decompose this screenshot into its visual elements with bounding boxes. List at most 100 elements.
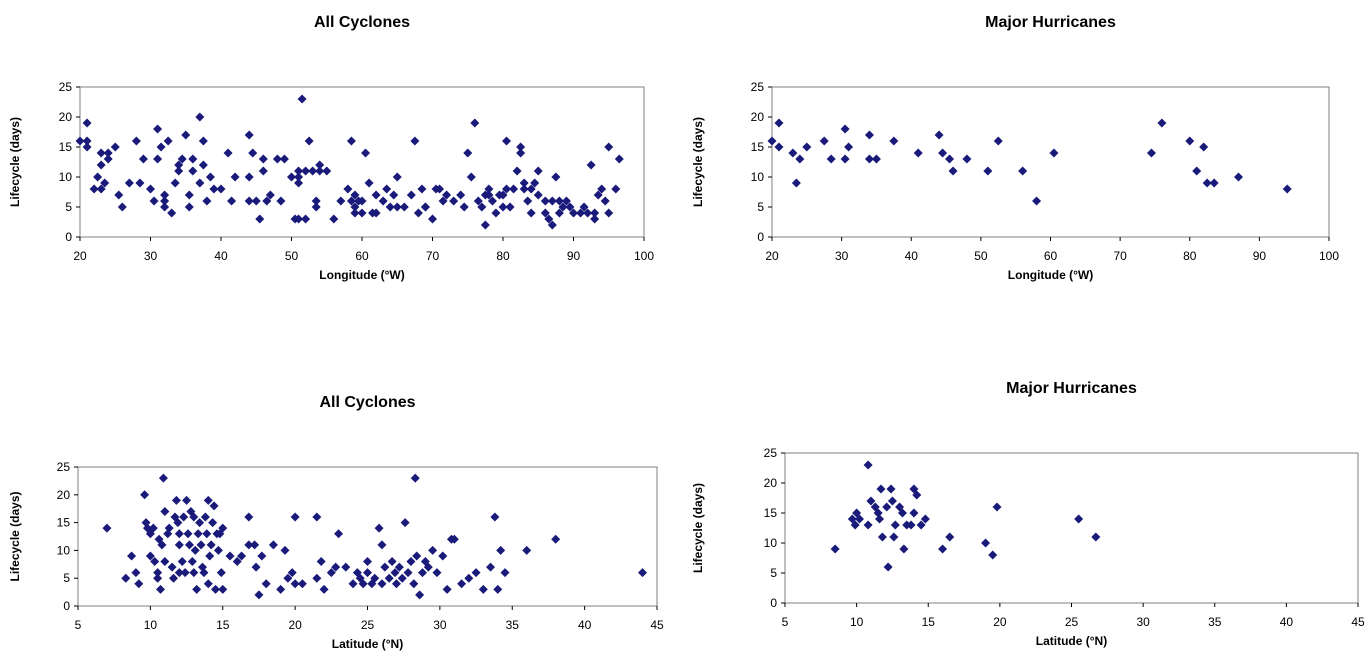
chart-latitude-all-cyclones: All Cyclones 0 5 10 15 20 25 5 10 15 20 25 30 35 40 45 L… [0,333,683,667]
data-point [371,208,381,218]
data-point [863,460,873,470]
data-point [569,208,578,218]
data-point [551,534,561,544]
data-point [145,551,155,561]
x-tick-label: 100 [634,249,654,263]
data-point [211,584,221,594]
data-point [1049,148,1059,158]
data-point [491,208,501,218]
data-point [463,148,473,158]
data-point [544,214,554,224]
data-point [512,166,522,176]
x-axis-label: Longitude (°W) [319,268,404,282]
data-point [435,184,445,194]
data-point [428,214,437,224]
data-point [209,501,219,511]
data-point [134,579,144,589]
y-tick-label: 5 [63,571,70,585]
x-tick-label: 5 [782,615,789,629]
data-point [767,136,777,146]
x-tick-label: 30 [835,249,849,263]
data-point [160,557,170,567]
data-point [227,196,237,206]
x-tick-label: 10 [850,615,864,629]
data-point [1282,184,1292,194]
data-point [945,154,955,164]
data-point [611,184,621,194]
data-point [854,514,864,524]
data-point [93,172,103,182]
data-point [174,529,184,539]
y-tick-label: 10 [59,170,73,184]
data-point [301,166,311,176]
data-point [487,196,497,206]
data-point [533,166,543,176]
data-point [316,557,326,567]
data-point [203,495,213,505]
data-point [502,136,512,146]
data-point [449,534,459,544]
data-point [993,136,1003,146]
x-tick-label: 5 [75,618,82,632]
data-point [1146,148,1156,158]
data-point [276,196,286,206]
data-point [1185,136,1195,146]
y-tick-label: 0 [63,599,70,613]
data-point [477,202,487,212]
data-point [216,184,226,194]
data-point [156,142,166,152]
data-point [188,154,198,164]
data-point [1091,532,1101,542]
data-point [261,579,271,589]
data-point [312,573,322,583]
y-tick-label: 15 [764,506,778,520]
data-point [378,196,388,206]
data-point [498,202,508,212]
data-point [533,190,543,200]
data-point [883,562,893,572]
data-point [184,202,194,212]
data-point [471,568,481,578]
data-point [934,130,944,140]
data-point [406,190,416,200]
data-point [301,214,311,224]
data-point [184,190,194,200]
data-point [516,148,526,158]
data-point [209,184,219,194]
data-point [526,184,536,194]
data-point [102,523,112,533]
data-point [174,166,184,176]
data-point [412,551,422,561]
data-point [1032,196,1042,206]
data-point [198,136,208,146]
data-point [400,518,410,528]
data-point [251,196,261,206]
x-axis-label: Latitude (°N) [332,637,403,651]
data-point [391,579,401,589]
data-point [576,208,586,218]
data-point [196,540,206,550]
data-point [170,178,180,188]
data-point [493,584,503,594]
data-point [523,196,533,206]
data-point [276,584,286,594]
data-point [906,520,916,530]
data-point [326,568,336,578]
x-axis-label: Latitude (°N) [1036,634,1107,648]
data-point [272,154,282,164]
data-point [604,142,614,152]
data-point [938,544,948,554]
data-point [82,136,92,146]
data-point [420,202,430,212]
data-point [502,184,512,194]
data-point [182,495,192,505]
data-point [355,573,365,583]
data-point [890,520,900,530]
data-point [160,202,170,212]
data-point [294,178,304,188]
data-point [909,508,919,518]
chart-title: All Cyclones [319,394,415,411]
data-point [945,532,955,542]
data-point [294,172,304,182]
data-point [230,172,240,182]
